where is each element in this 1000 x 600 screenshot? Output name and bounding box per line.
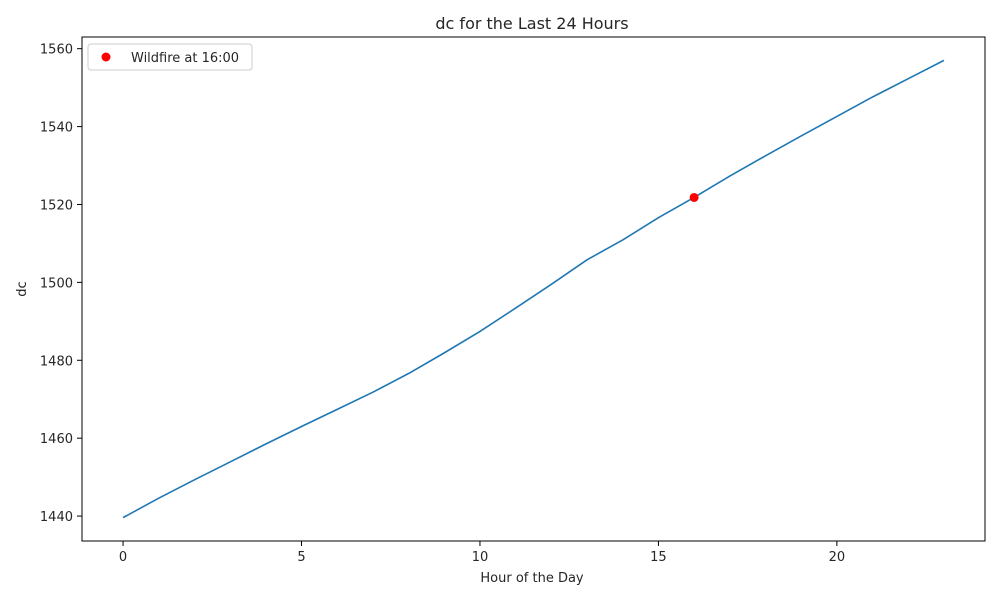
legend-marker-wildfire: [101, 52, 111, 62]
chart-title: dc for the Last 24 Hours: [435, 14, 628, 33]
dc-series-line: [122, 59, 945, 519]
plot-frame: [81, 36, 986, 542]
x-tick-label: 0: [119, 550, 127, 565]
y-tick-label: 1440: [40, 510, 73, 525]
x-tick-label: 15: [650, 550, 667, 565]
legend-label-wildfire: Wildfire at 16:00: [131, 51, 239, 66]
x-tick-label: 20: [829, 550, 846, 565]
series-layer: [122, 59, 945, 519]
legend-box: [87, 43, 253, 71]
y-axis-title: dc: [15, 281, 30, 296]
y-tick-label: 1560: [40, 43, 73, 58]
wildfire-point: [689, 192, 699, 202]
y-tick-label: 1480: [40, 354, 73, 369]
y-tick-label: 1540: [40, 121, 73, 136]
x-axis-title: Hour of the Day: [480, 571, 584, 586]
y-tick-label: 1460: [40, 432, 73, 447]
x-tick-label: 10: [472, 550, 489, 565]
y-tick-label: 1500: [40, 276, 73, 291]
x-tick-label: 5: [297, 550, 305, 565]
legend: Wildfire at 16:00: [87, 43, 253, 71]
y-axis: 1440 1460 1480 1500 1520 1540 1560: [40, 43, 82, 525]
y-tick-label: 1520: [40, 198, 73, 213]
x-axis: 0 5 10 15 20: [119, 541, 845, 565]
